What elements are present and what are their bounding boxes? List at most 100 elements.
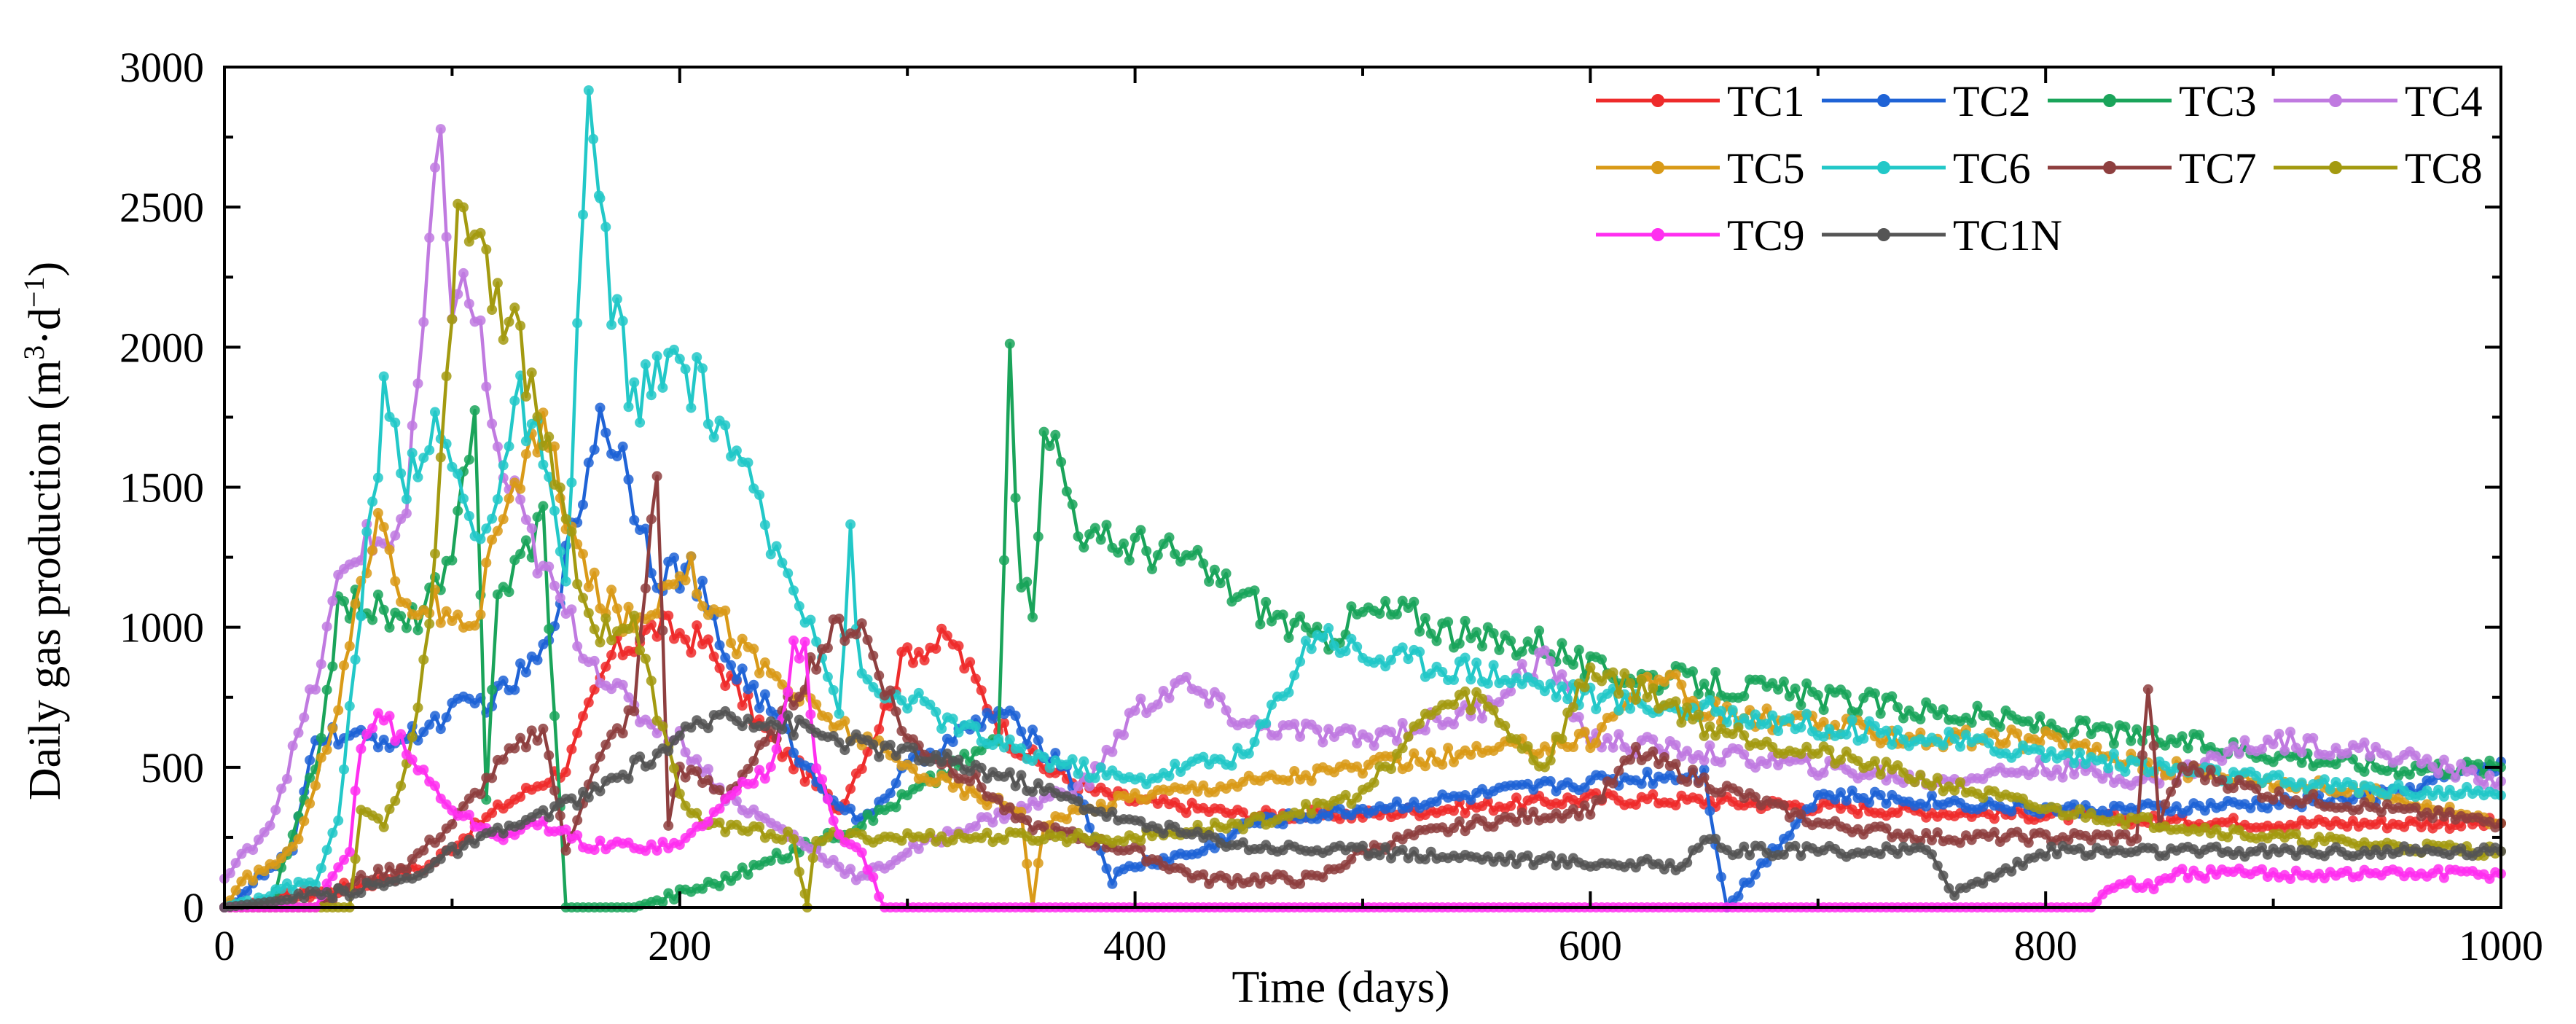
data-point	[2438, 872, 2449, 883]
data-point	[874, 671, 885, 681]
data-point	[617, 316, 628, 327]
data-point	[669, 552, 679, 563]
data-point	[1004, 767, 1015, 778]
data-point	[1506, 636, 1516, 646]
data-point	[2308, 732, 2319, 743]
data-point	[1494, 644, 1505, 655]
data-point	[2120, 722, 2131, 732]
data-point	[1477, 641, 1487, 652]
data-point	[1038, 426, 1049, 437]
data-point	[418, 845, 429, 856]
data-point	[1841, 795, 1852, 806]
data-point	[629, 515, 640, 525]
data-point	[2484, 770, 2495, 781]
data-point	[1386, 654, 1396, 665]
data-point	[1340, 789, 1351, 800]
data-point	[549, 441, 560, 452]
data-point	[321, 621, 332, 632]
data-point	[617, 679, 628, 690]
legend-marker	[2103, 161, 2116, 174]
data-point	[401, 598, 412, 609]
data-point	[1807, 802, 1817, 813]
data-point	[1004, 802, 1015, 813]
data-point	[822, 794, 833, 805]
data-point	[1004, 338, 1015, 349]
data-point	[1141, 546, 1152, 556]
data-point	[572, 641, 583, 652]
data-point	[487, 808, 498, 818]
data-point	[1915, 770, 1926, 781]
legend-marker	[2103, 94, 2116, 107]
data-point	[953, 754, 964, 765]
data-point	[1267, 700, 1277, 710]
data-point	[1943, 727, 1954, 738]
data-point	[2456, 789, 2467, 800]
data-point	[811, 699, 822, 710]
data-point	[708, 651, 719, 662]
data-point	[1164, 770, 1175, 781]
data-point	[692, 766, 702, 777]
data-point	[2199, 805, 2210, 816]
data-point	[305, 798, 316, 809]
data-point	[2142, 684, 2153, 695]
data-point	[2433, 784, 2444, 795]
data-point	[1585, 662, 1596, 673]
data-point	[1073, 531, 1084, 542]
data-point	[1573, 811, 1584, 821]
data-point	[515, 658, 526, 669]
data-point	[1386, 764, 1396, 775]
data-point	[430, 162, 440, 173]
data-point	[1938, 740, 1949, 751]
data-point	[549, 505, 560, 516]
data-point	[1135, 835, 1146, 846]
data-point	[492, 589, 503, 600]
data-point	[788, 585, 799, 596]
data-point	[555, 593, 565, 603]
data-point	[1198, 869, 1209, 880]
data-point	[1670, 696, 1681, 707]
data-point	[1841, 689, 1852, 700]
data-point	[1511, 816, 1522, 827]
data-point	[669, 579, 679, 590]
data-point	[1346, 601, 1357, 612]
data-point	[396, 781, 407, 792]
data-point	[646, 514, 657, 525]
legend-label: TC9	[1727, 211, 1805, 259]
data-point	[1454, 638, 1465, 649]
data-point	[657, 896, 668, 907]
data-point	[600, 222, 611, 232]
data-point	[2274, 728, 2285, 739]
data-point	[578, 499, 588, 510]
data-point	[623, 601, 634, 612]
data-point	[259, 866, 270, 877]
data-point	[1340, 646, 1351, 657]
data-point	[566, 477, 577, 488]
data-point	[708, 432, 719, 443]
data-point	[1454, 706, 1465, 717]
data-point	[799, 636, 810, 647]
legend-label: TC8	[2405, 144, 2483, 192]
data-point	[794, 867, 804, 878]
data-point	[475, 315, 486, 326]
data-point	[1022, 859, 1033, 869]
data-point	[1750, 792, 1761, 802]
legend-label: TC6	[1953, 144, 2031, 192]
data-point	[692, 808, 702, 818]
data-point	[1488, 705, 1499, 716]
data-point	[1488, 660, 1499, 671]
data-point	[498, 460, 509, 471]
data-point	[1465, 749, 1476, 760]
data-point	[481, 523, 492, 534]
data-point	[2051, 764, 2062, 775]
data-point	[2268, 794, 2279, 805]
data-point	[1425, 628, 1436, 639]
data-point	[390, 576, 401, 587]
data-point	[1818, 767, 1829, 778]
data-point	[1192, 544, 1203, 555]
data-point	[822, 712, 833, 722]
data-point	[697, 601, 708, 611]
data-point	[874, 891, 885, 902]
data-point	[874, 751, 885, 762]
data-point	[702, 816, 713, 827]
